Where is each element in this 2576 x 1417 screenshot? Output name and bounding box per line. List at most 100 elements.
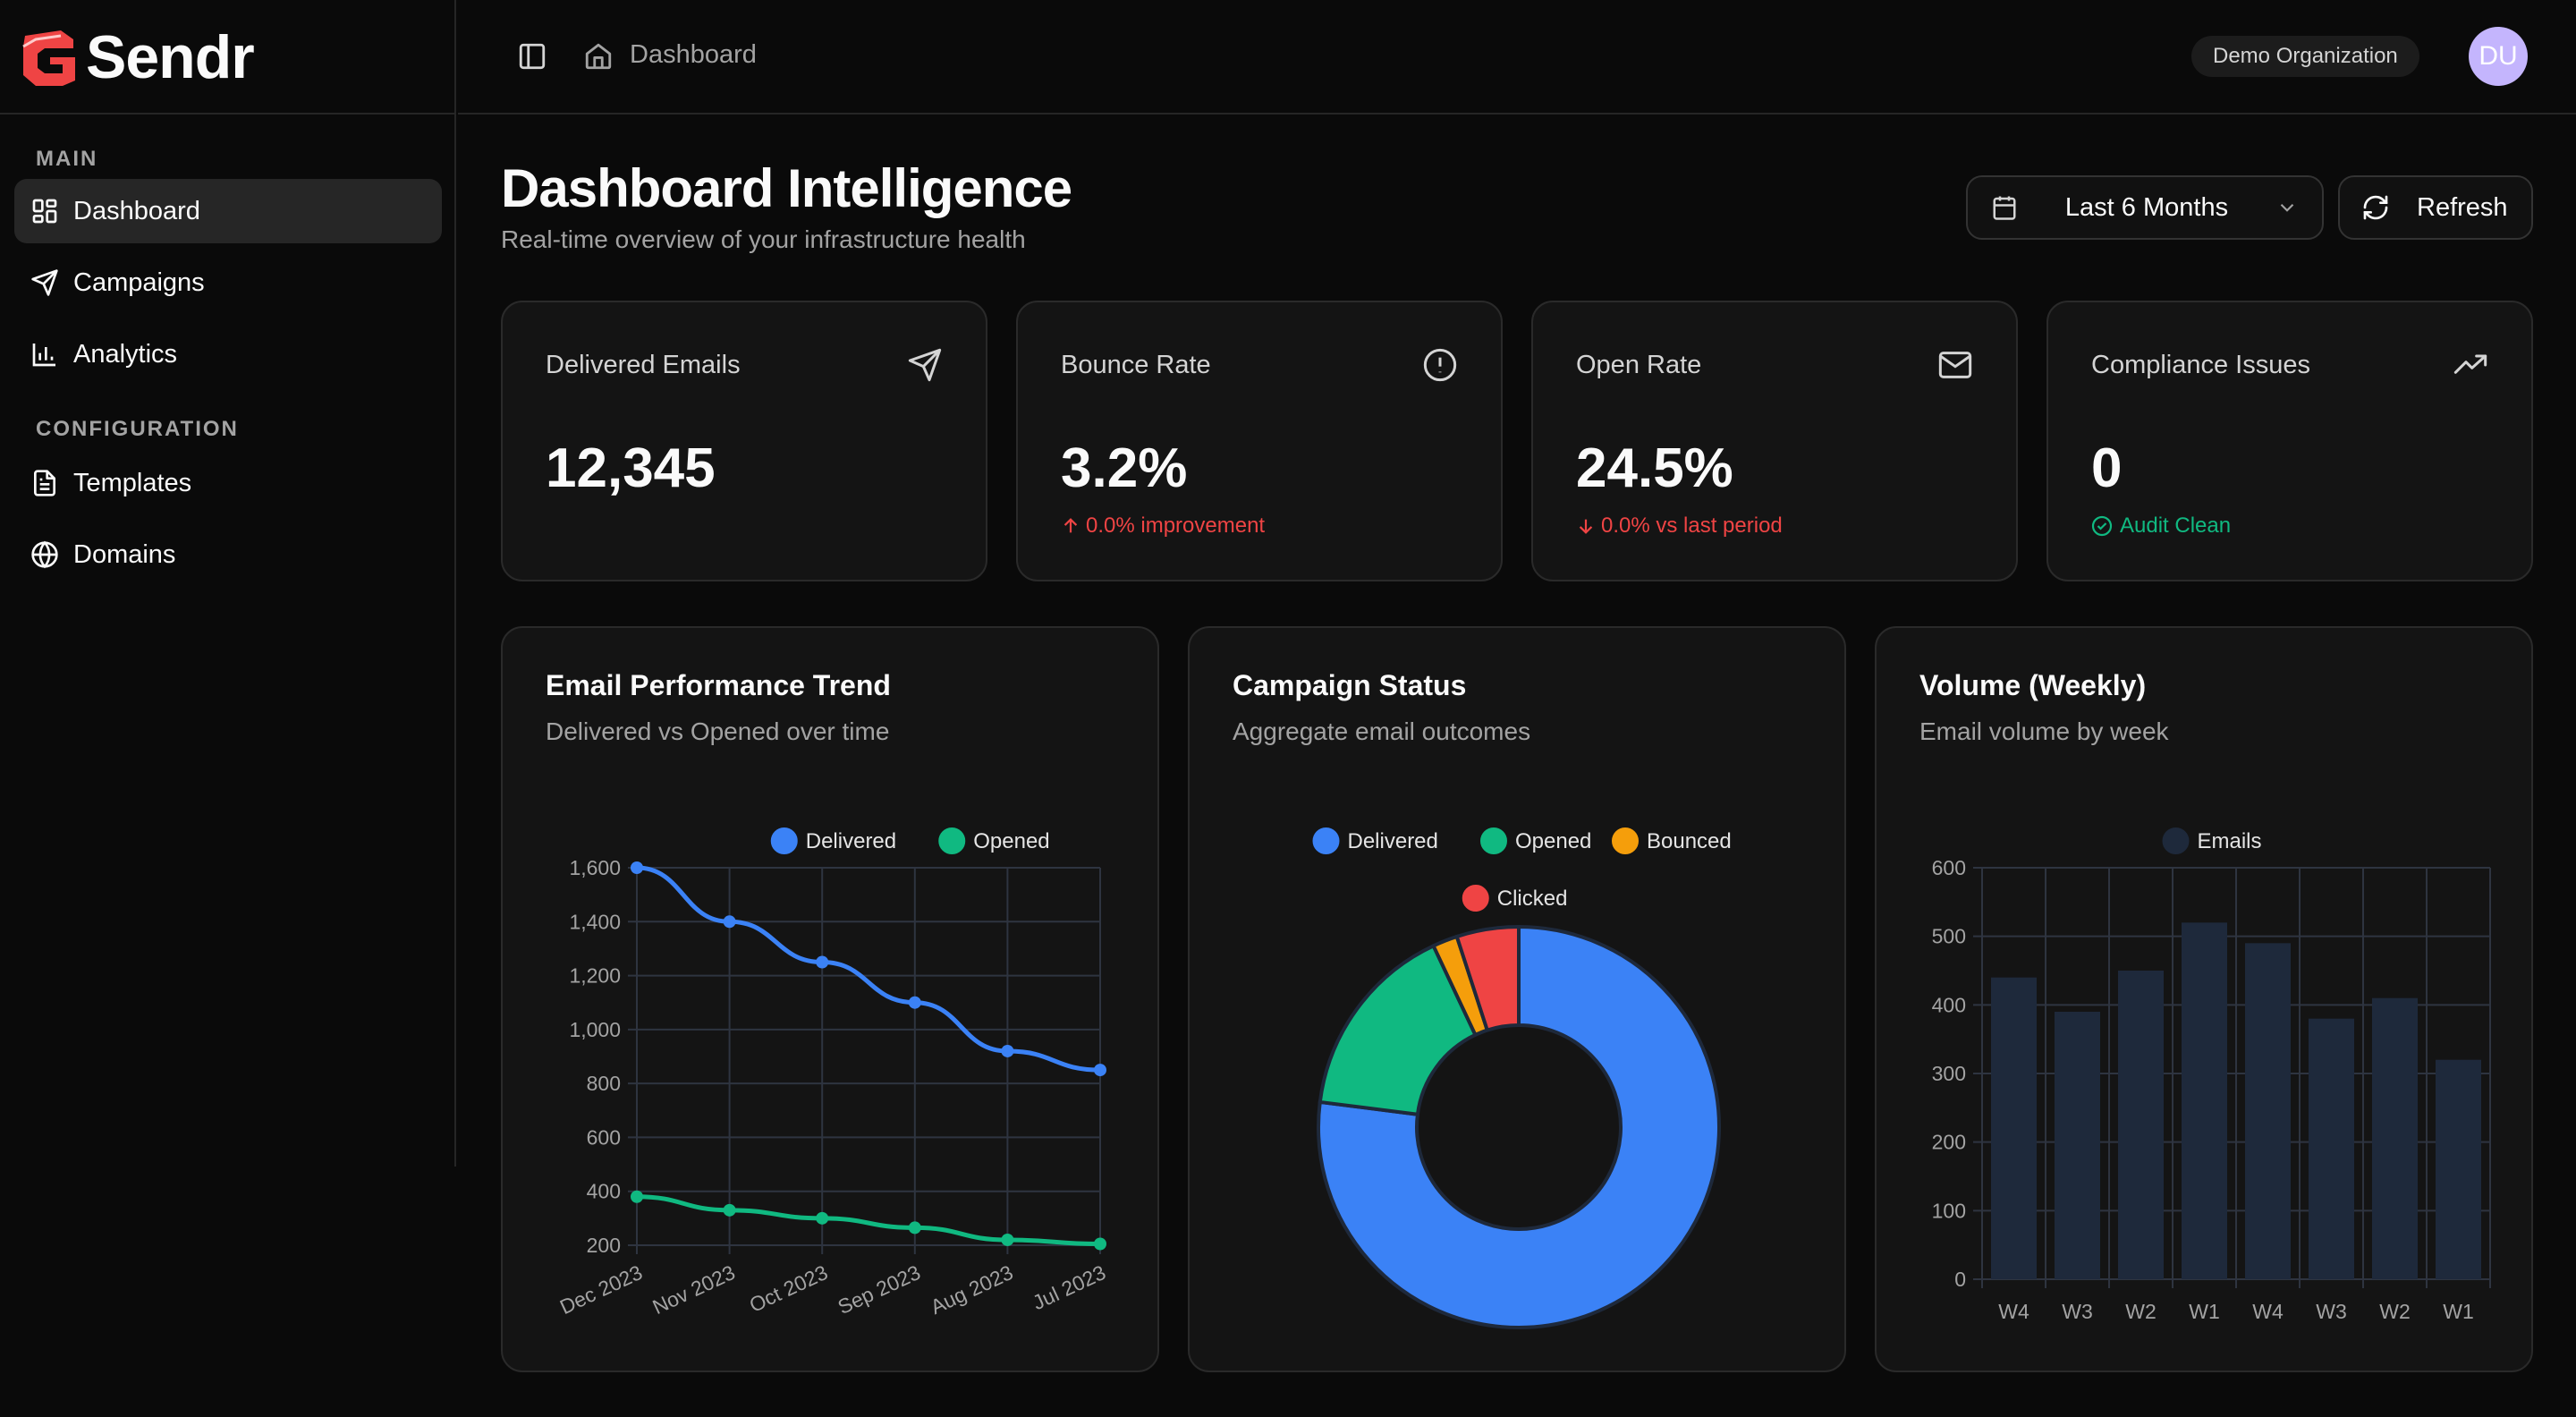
sidebar-divider	[0, 113, 456, 115]
send-icon	[908, 348, 942, 382]
card-subtitle: Aggregate email outcomes	[1233, 717, 1531, 745]
stat-card-delivered: Delivered Emails 12,345	[501, 301, 987, 581]
trending-up-icon	[2453, 354, 2487, 374]
stat-card-compliance: Compliance Issues 0 Audit Clean	[2046, 301, 2533, 581]
email-performance-chart[interactable]: Delivered Opened 200 400 600 800 1,000 1,200 1,4…	[503, 628, 1161, 1374]
calendar-icon	[1993, 196, 2016, 220]
y-tick-label: 300	[1932, 1062, 1966, 1085]
data-point	[816, 1211, 829, 1225]
stat-trend-text: Audit Clean	[2120, 513, 2232, 538]
data-point	[631, 861, 643, 874]
volume-weekly-chart[interactable]: Emails 0 100 200 300 400 500 600 W4 W3 W2 W1 W4 W3 W2 W…	[1877, 628, 2535, 1374]
legend-label: Delivered	[1348, 829, 1438, 853]
section-label-configuration: CONFIGURATION	[36, 417, 239, 441]
y-tick-label: 1,200	[569, 964, 621, 988]
x-tick-label: Oct 2023	[746, 1260, 832, 1317]
card-title: Volume (Weekly)	[1919, 669, 2147, 701]
x-tick-label: W1	[2189, 1300, 2220, 1323]
legend-swatch	[2160, 826, 2191, 856]
sidebar-item-domains[interactable]: Domains	[14, 522, 442, 587]
pie-slice	[1454, 924, 1521, 1033]
stat-trend: 0.0% vs last period	[1576, 513, 1783, 539]
data-point	[1001, 1233, 1014, 1246]
stat-trend: 0.0% improvement	[1061, 513, 1265, 539]
y-tick-label: 600	[1932, 856, 1966, 879]
x-tick-label: Nov 2023	[648, 1260, 738, 1319]
avatar[interactable]: DU	[2469, 27, 2528, 86]
data-point	[1094, 1064, 1106, 1077]
dashboard-icon	[32, 199, 57, 224]
card-subtitle: Delivered vs Opened over time	[546, 717, 890, 745]
data-point	[908, 996, 921, 1009]
legend-label: Emails	[2198, 829, 2262, 853]
organization-badge[interactable]: Demo Organization	[2191, 36, 2419, 77]
date-range-value: Last 6 Months	[2064, 192, 2229, 222]
email-performance-card: Email Performance Trend Delivered vs Ope…	[501, 626, 1159, 1372]
y-tick-label: 200	[587, 1234, 621, 1257]
legend-label: Delivered	[806, 829, 896, 853]
legend-label: Opened	[973, 829, 1049, 853]
refresh-label: Refresh	[2417, 192, 2508, 222]
data-point	[723, 915, 736, 929]
sidebar-item-analytics[interactable]: Analytics	[14, 322, 442, 386]
refresh-icon	[2363, 195, 2388, 220]
y-tick-label: 1,400	[569, 910, 621, 933]
x-tick-label: W2	[2379, 1300, 2411, 1323]
bar	[2182, 922, 2227, 1279]
sidebar-item-dashboard[interactable]: Dashboard	[14, 179, 442, 243]
home-icon[interactable]	[583, 41, 614, 72]
stat-title: Bounce Rate	[1061, 351, 1211, 379]
x-tick-label: W3	[2062, 1300, 2093, 1323]
bar	[2118, 971, 2164, 1279]
app-logo[interactable]: Sendr	[18, 23, 255, 91]
sidebar-item-campaigns[interactable]: Campaigns	[14, 250, 442, 315]
data-point	[908, 1221, 921, 1235]
card-subtitle: Email volume by week	[1919, 717, 2169, 745]
sidebar: Sendr MAIN Dashboard Campaigns Analytics…	[0, 0, 456, 1167]
stat-title: Open Rate	[1576, 351, 1702, 379]
y-tick-label: 1,000	[569, 1018, 621, 1041]
sidebar-item-label: Dashboard	[73, 196, 200, 225]
topbar: Dashboard Demo Organization DU	[458, 0, 2576, 115]
y-tick-label: 800	[587, 1072, 621, 1095]
series-line	[636, 865, 1101, 1073]
bar-chart-icon	[32, 344, 55, 367]
sidebar-toggle-icon[interactable]	[517, 41, 547, 72]
breadcrumb[interactable]: Dashboard	[630, 40, 757, 69]
campaign-status-card: Campaign Status Aggregate email outcomes…	[1188, 626, 1846, 1372]
bar	[2309, 1018, 2354, 1279]
x-tick-label: W3	[2316, 1300, 2347, 1323]
sidebar-item-templates[interactable]: Templates	[14, 451, 442, 515]
legend-swatch	[1479, 826, 1509, 856]
stat-title: Compliance Issues	[2091, 351, 2310, 379]
campaign-status-chart[interactable]: Delivered Opened Bounced Clicked	[1190, 628, 1848, 1374]
stat-trend-text: 0.0% improvement	[1086, 513, 1266, 538]
volume-weekly-card: Volume (Weekly) Email volume by week Ema…	[1875, 626, 2533, 1372]
x-tick-label: Dec 2023	[556, 1260, 646, 1319]
x-tick-label: Jul 2023	[1029, 1260, 1109, 1314]
pie-slice	[1317, 924, 1721, 1329]
x-tick-label: W4	[2252, 1300, 2284, 1323]
card-title: Email Performance Trend	[546, 669, 891, 701]
sidebar-item-label: Domains	[73, 539, 176, 569]
y-tick-label: 400	[587, 1180, 621, 1203]
arrow-down-icon	[1579, 519, 1593, 534]
sidebar-item-label: Campaigns	[73, 267, 205, 297]
globe-icon	[31, 540, 58, 569]
page-subtitle: Real-time overview of your infrastructur…	[501, 225, 1026, 253]
sidebar-item-label: Analytics	[73, 339, 178, 369]
refresh-button[interactable]: Refresh	[2338, 175, 2533, 240]
data-point	[816, 955, 829, 969]
bar	[2245, 943, 2291, 1279]
y-tick-label: 1,600	[569, 856, 621, 879]
file-text-icon	[34, 470, 55, 496]
chevron-down-icon	[2280, 203, 2294, 212]
sendr-logo-icon	[22, 30, 75, 86]
stat-value: 3.2%	[1061, 437, 1188, 499]
legend-swatch	[1460, 883, 1491, 913]
page-title: Dashboard Intelligence	[501, 158, 1072, 218]
date-range-select[interactable]: Last 6 Months	[1966, 175, 2324, 240]
sidebar-item-label: Templates	[73, 468, 192, 497]
x-tick-label: W2	[2125, 1300, 2157, 1323]
stat-card-bounce-rate: Bounce Rate 3.2% 0.0% improvement	[1016, 301, 1503, 581]
